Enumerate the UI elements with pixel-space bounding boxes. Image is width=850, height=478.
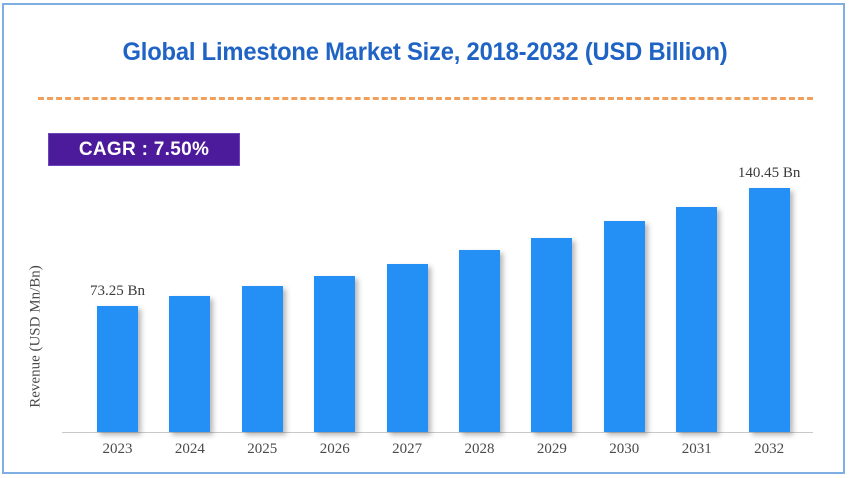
bar-value-label-2032: 140.45 Bn <box>737 165 801 181</box>
bar-2024 <box>169 296 211 432</box>
bar-2027 <box>386 264 428 432</box>
title-divider <box>38 97 813 100</box>
x-tick-2023: 2023 <box>102 441 133 457</box>
x-tick-2032: 2032 <box>754 441 785 457</box>
bar-2031 <box>676 207 718 432</box>
cagr-badge-label: CAGR : 7.50% <box>78 138 210 160</box>
y-axis-label: Revenue (USD Mn/Bn) <box>27 265 44 408</box>
x-tick-2026: 2026 <box>319 441 350 457</box>
bar-2023 <box>97 306 138 432</box>
x-tick-2025: 2025 <box>247 441 278 457</box>
x-tick-2031: 2031 <box>681 441 712 457</box>
bar-2028 <box>459 250 500 432</box>
x-axis-line <box>62 432 813 433</box>
page-title: Global Limestone Market Size, 2018-2032 … <box>122 38 728 66</box>
x-tick-2030: 2030 <box>609 441 640 457</box>
bar-2025 <box>241 286 283 432</box>
x-tick-2024: 2024 <box>174 441 205 457</box>
bar-2032 <box>748 188 790 432</box>
bar-value-label-2023: 73.25 Bn <box>89 283 145 299</box>
cagr-badge: CAGR : 7.50% <box>48 133 240 166</box>
x-tick-2028: 2028 <box>464 441 495 457</box>
x-tick-2029: 2029 <box>536 441 567 457</box>
bar-2026 <box>314 276 356 432</box>
x-tick-2027: 2027 <box>392 441 423 457</box>
bar-2029 <box>531 238 573 432</box>
bar-2030 <box>603 221 645 432</box>
